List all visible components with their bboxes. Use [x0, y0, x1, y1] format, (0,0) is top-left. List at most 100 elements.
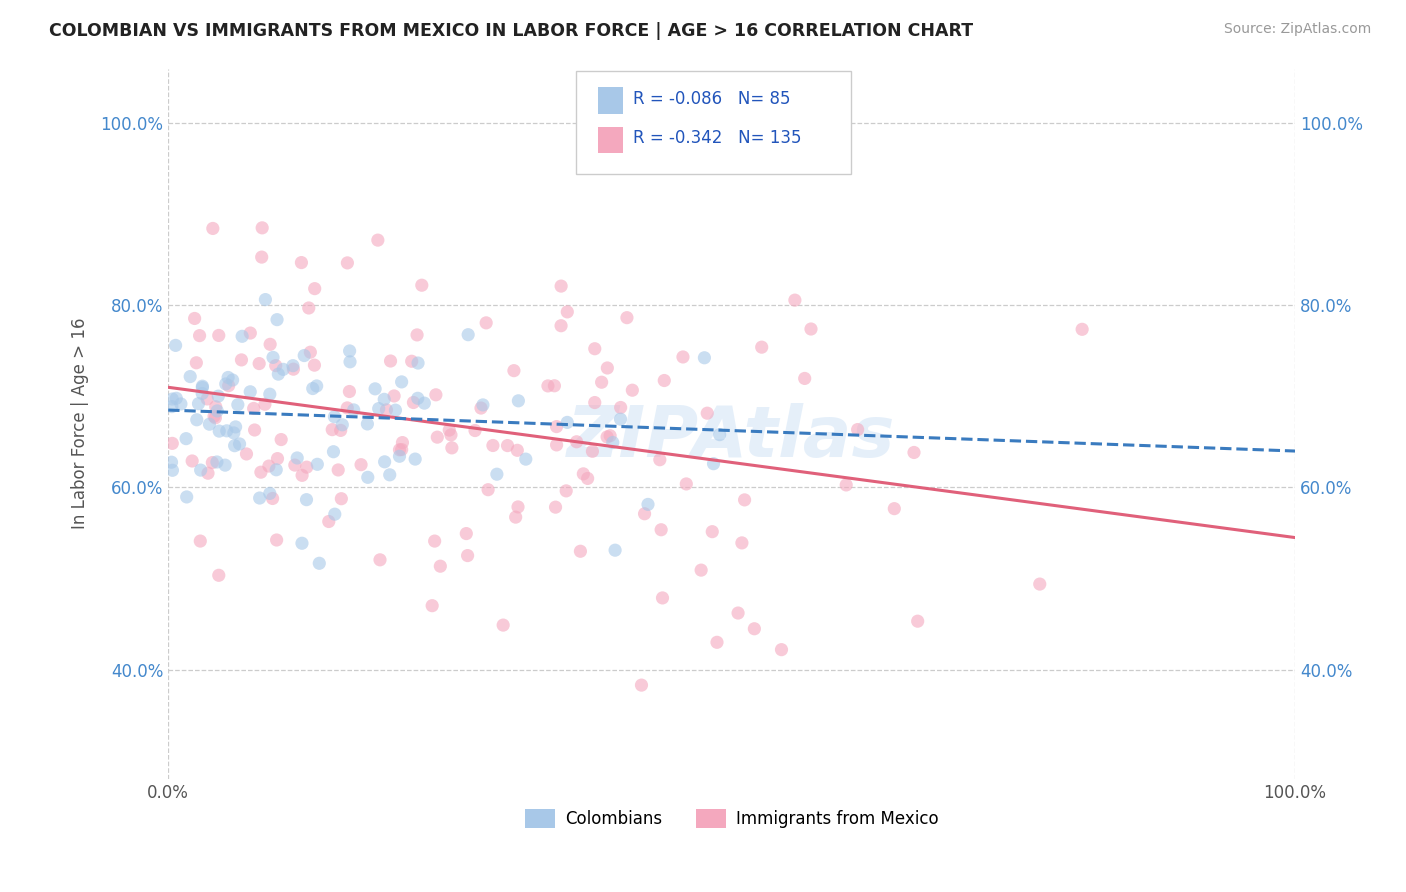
Point — [690, 563, 713, 577]
Point — [616, 310, 638, 325]
Point — [734, 492, 756, 507]
Text: R = -0.086   N= 85: R = -0.086 N= 85 — [633, 90, 790, 108]
Point — [515, 452, 537, 467]
Point — [160, 455, 183, 469]
Point — [336, 256, 359, 270]
Point — [183, 311, 205, 326]
Point — [555, 483, 578, 498]
Point — [328, 463, 350, 477]
Point — [672, 350, 695, 364]
Point — [652, 374, 675, 388]
Point — [191, 379, 214, 393]
Point — [596, 430, 619, 444]
Point — [339, 343, 361, 358]
Point — [492, 618, 515, 632]
Point — [301, 382, 323, 396]
Point — [343, 403, 366, 417]
Point — [202, 409, 225, 424]
Point — [242, 401, 264, 416]
Point — [208, 328, 231, 343]
Point — [706, 635, 728, 649]
Point — [546, 438, 568, 452]
Point — [744, 622, 766, 636]
Point — [404, 452, 426, 467]
Point — [364, 382, 387, 396]
Point — [388, 442, 411, 457]
Point — [439, 423, 461, 437]
Point — [231, 329, 253, 343]
Point — [1029, 577, 1052, 591]
Point — [544, 500, 567, 515]
Y-axis label: In Labor Force | Age > 16: In Labor Force | Age > 16 — [72, 318, 89, 530]
Point — [262, 351, 284, 365]
Point — [367, 233, 389, 247]
Point — [550, 318, 572, 333]
Point — [295, 492, 318, 507]
Point — [307, 458, 329, 472]
Point — [198, 417, 221, 432]
Point — [457, 549, 479, 563]
Point — [426, 430, 449, 444]
Point — [470, 401, 492, 415]
Point — [482, 438, 505, 452]
Point — [429, 559, 451, 574]
Point — [174, 432, 197, 446]
Point — [727, 606, 749, 620]
Point — [170, 397, 193, 411]
Point — [162, 463, 184, 477]
Point — [231, 352, 253, 367]
Point — [793, 371, 815, 385]
Point — [162, 436, 184, 450]
Point — [440, 428, 463, 442]
Point — [239, 384, 262, 399]
Point — [731, 536, 754, 550]
Point — [565, 434, 588, 449]
Point — [271, 362, 294, 376]
Point — [411, 278, 433, 293]
Point — [569, 544, 592, 558]
Point — [197, 467, 219, 481]
Point — [602, 435, 624, 450]
Point — [218, 378, 240, 392]
Point — [259, 337, 281, 351]
Point — [339, 355, 361, 369]
Point — [457, 327, 479, 342]
Point — [235, 447, 257, 461]
Point — [599, 428, 621, 442]
Point — [226, 398, 249, 412]
Point — [187, 397, 209, 411]
Point — [165, 338, 187, 352]
Point — [596, 361, 619, 376]
Point — [440, 441, 463, 455]
Point — [391, 435, 413, 450]
Point — [270, 433, 292, 447]
Point — [195, 392, 218, 406]
Point — [264, 463, 287, 477]
Point — [835, 478, 858, 492]
Point — [357, 470, 380, 484]
Point — [299, 345, 322, 359]
Point — [186, 413, 208, 427]
Point — [401, 354, 423, 368]
Point — [298, 301, 321, 315]
Point — [770, 642, 793, 657]
Point — [583, 342, 606, 356]
Point — [217, 370, 239, 384]
Point — [630, 678, 652, 692]
Point — [228, 437, 250, 451]
Point — [207, 404, 229, 418]
Point — [391, 375, 413, 389]
Point — [188, 328, 211, 343]
Point — [284, 458, 307, 472]
Point — [160, 400, 183, 414]
Point — [304, 282, 326, 296]
Point — [373, 392, 395, 407]
Point — [471, 398, 494, 412]
Point — [243, 423, 266, 437]
Point — [330, 417, 353, 432]
Text: Source: ZipAtlas.com: Source: ZipAtlas.com — [1223, 22, 1371, 37]
Point — [249, 491, 271, 505]
Text: COLOMBIAN VS IMMIGRANTS FROM MEXICO IN LABOR FORCE | AGE > 16 CORRELATION CHART: COLOMBIAN VS IMMIGRANTS FROM MEXICO IN L… — [49, 22, 973, 40]
Point — [304, 358, 326, 372]
Point — [225, 420, 247, 434]
